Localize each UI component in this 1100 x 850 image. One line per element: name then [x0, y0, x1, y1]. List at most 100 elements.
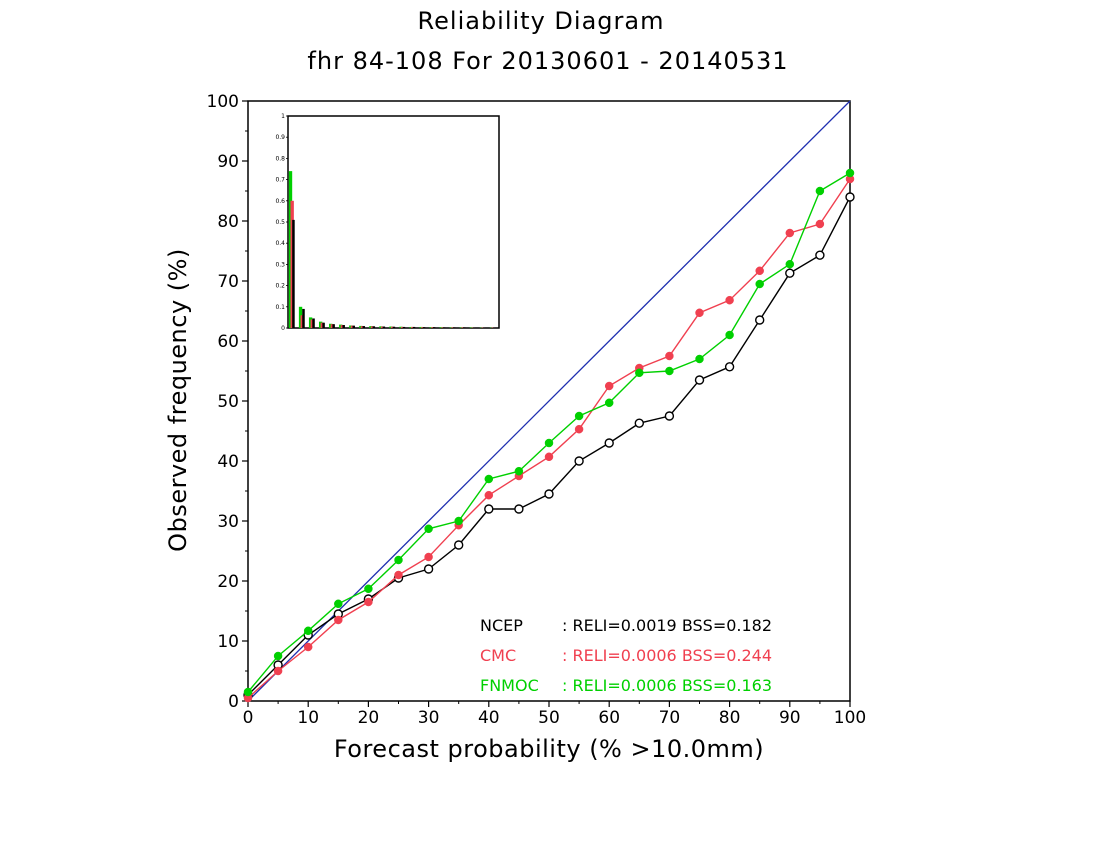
inset-bar-cmc [320, 322, 325, 328]
data-point-fnmoc [484, 474, 494, 484]
data-point-fnmoc [815, 186, 825, 196]
data-point-fnmoc [303, 626, 313, 636]
inset-bar-cmc [431, 327, 435, 328]
legend: NCEP : RELI=0.0019 BSS=0.182 CMC : RELI=0.0… [480, 616, 772, 695]
legend-stats-ncep: : RELI=0.0019 BSS=0.182 [562, 616, 772, 635]
x-tick-label: 80 [719, 708, 741, 728]
data-point-fnmoc [424, 524, 433, 534]
data-point-ncep [815, 250, 825, 260]
inset-bar-ncep [392, 326, 396, 328]
data-point-fnmoc [394, 555, 403, 565]
inset-frame [287, 115, 500, 329]
inset-y-tick-label: 0.8 [275, 155, 285, 162]
inset-bar-ncep [382, 326, 386, 328]
data-point-fnmoc [364, 584, 373, 594]
data-point-cmc [334, 615, 343, 625]
data-point-cmc [665, 351, 674, 361]
inset-y-tick-label: 1 [281, 113, 285, 120]
x-tick-label: 100 [834, 708, 866, 728]
y-axis-label: Observed frequency (%) [164, 248, 192, 552]
y-tick-label: 10 [217, 632, 239, 652]
y-tick-label: 0 [228, 692, 239, 712]
x-tick-label: 40 [478, 708, 500, 728]
inset-histogram: 0 0.1 0.2 0.3 0.4 0.5 0.6 0.7 0.8 0.9 1 [275, 113, 500, 332]
data-point-ncep [454, 540, 464, 550]
inset-y-tick-label: 0.7 [275, 177, 285, 184]
x-tick-label: 90 [779, 708, 801, 728]
inset-bar-ncep [452, 327, 456, 328]
chart-subtitle: fhr 84-108 For 20130601 - 20140531 [307, 47, 788, 75]
data-point-fnmoc [725, 330, 734, 340]
data-point-fnmoc [273, 651, 283, 661]
inset-bar-ncep [372, 326, 376, 328]
y-tick-label: 100 [207, 92, 239, 112]
perfect-reliability-line [247, 100, 851, 702]
inset-bar-ncep [312, 318, 315, 328]
inset-bar-ncep [322, 322, 325, 328]
data-point-fnmoc [755, 279, 764, 289]
inset-bar-ncep [332, 324, 335, 328]
data-point-cmc [785, 228, 795, 238]
data-point-fnmoc [574, 411, 584, 421]
inset-y-tick-label: 0 [281, 325, 285, 332]
y-tick-label: 50 [217, 392, 239, 412]
data-point-ncep [694, 375, 705, 385]
inset-y-tick-label: 0.1 [275, 304, 285, 311]
inset-bar-ncep [462, 327, 466, 328]
data-point-cmc [725, 295, 734, 305]
data-point-cmc [273, 666, 283, 676]
data-point-ncep [634, 418, 644, 428]
data-point-cmc [394, 570, 403, 580]
inset-bar-ncep [412, 326, 416, 328]
data-point-ncep [423, 564, 434, 574]
data-point-fnmoc [514, 466, 524, 476]
legend-stats-cmc: : RELI=0.0006 BSS=0.244 [562, 646, 772, 665]
chart-title: Reliability Diagram [418, 7, 665, 35]
inset-bar-ncep [402, 326, 406, 328]
legend-label-cmc: CMC [480, 646, 516, 665]
legend-label-ncep: NCEP [480, 616, 523, 635]
inset-bar-ncep [362, 326, 366, 328]
data-point-ncep [845, 192, 855, 202]
inset-bar-ncep [292, 219, 295, 328]
data-point-cmc [815, 219, 825, 229]
inset-bar-ncep [432, 327, 436, 328]
y-tick-label: 30 [217, 512, 239, 532]
x-tick-label: 50 [538, 708, 560, 728]
data-point-ncep [604, 438, 614, 448]
data-point-ncep [785, 268, 795, 278]
inset-y-tick-label: 0.2 [275, 283, 285, 290]
inset-y-tick-label: 0.9 [275, 134, 285, 141]
y-tick-label: 60 [217, 332, 239, 352]
data-point-cmc [574, 424, 584, 434]
data-point-cmc [544, 452, 554, 462]
data-point-cmc [364, 597, 373, 607]
x-axis-label: Forecast probability (% >10.0mm) [334, 735, 764, 763]
y-tick-label: 80 [217, 212, 239, 232]
inset-y-tick-label: 0.3 [275, 261, 285, 268]
y-tick-label: 70 [217, 272, 239, 292]
data-point-fnmoc [454, 516, 463, 526]
data-point-cmc [604, 381, 614, 391]
x-tick-label: 60 [598, 708, 620, 728]
inset-bar-ncep [442, 327, 446, 328]
x-tick-label: 20 [358, 708, 380, 728]
data-point-ncep [544, 489, 554, 499]
main-plot-area: 0 10 20 30 40 50 60 70 80 90 100010203040506070809… [207, 92, 867, 728]
data-point-cmc [484, 490, 494, 500]
data-point-fnmoc [544, 438, 554, 448]
inset-y-tick-label: 0.5 [275, 219, 285, 226]
y-tick-label: 40 [217, 452, 239, 472]
inset-y-tick-label: 0.6 [275, 198, 285, 205]
data-point-fnmoc [604, 398, 614, 408]
inset-bar-fnmoc [409, 326, 413, 328]
data-point-ncep [574, 456, 584, 466]
x-tick-label: 30 [418, 708, 440, 728]
data-point-fnmoc [785, 259, 795, 269]
y-tick-label: 20 [217, 572, 239, 592]
inset-bar-fnmoc [308, 317, 313, 328]
data-point-cmc [303, 642, 313, 652]
data-point-ncep [724, 362, 735, 372]
data-point-cmc [755, 266, 764, 276]
